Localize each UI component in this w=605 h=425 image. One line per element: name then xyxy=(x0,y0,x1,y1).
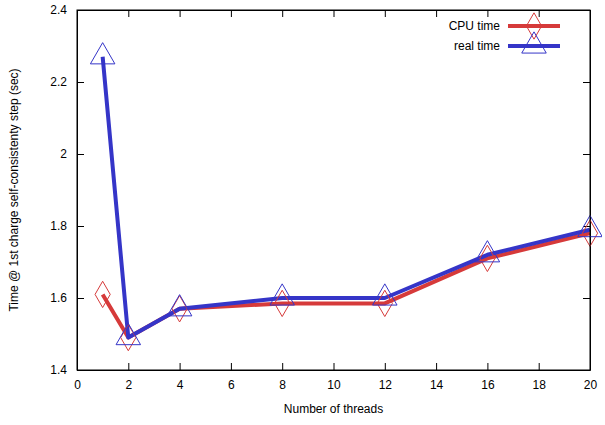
point xyxy=(121,324,136,350)
point xyxy=(475,241,500,262)
tick xyxy=(282,10,283,17)
tick-mark xyxy=(128,363,129,370)
tick-mark xyxy=(539,363,540,370)
series-line xyxy=(103,57,590,338)
legend-item: real time xyxy=(454,32,560,53)
legend-item: CPU time xyxy=(449,13,560,39)
point xyxy=(373,284,398,305)
tick xyxy=(539,10,540,17)
tick-mark xyxy=(180,10,181,17)
point xyxy=(172,296,187,322)
legend: CPU time real time xyxy=(449,13,560,53)
tick xyxy=(180,10,181,17)
tick: 12 xyxy=(379,363,393,392)
tick: 18 xyxy=(533,363,547,392)
tick: 2 xyxy=(125,363,132,392)
tick-mark xyxy=(487,10,488,17)
tick-label: 2.2 xyxy=(50,75,67,89)
tick xyxy=(385,10,386,17)
legend-label: CPU time xyxy=(449,19,501,33)
tick-mark xyxy=(180,363,181,370)
legend-marker xyxy=(526,13,541,39)
tick-label: 4 xyxy=(177,378,184,392)
tick-label: 2.4 xyxy=(50,3,67,17)
point xyxy=(167,295,192,316)
tick-mark xyxy=(282,363,283,370)
markers xyxy=(90,43,602,351)
tick-mark xyxy=(583,298,590,299)
tick: 2 xyxy=(60,147,84,161)
tick: 6 xyxy=(228,363,235,392)
tick-mark xyxy=(385,363,386,370)
y-axis: 1.4 1.6 1.8 2 2.2 2.4 xyxy=(50,3,84,377)
tick xyxy=(436,10,437,17)
tick-mark xyxy=(539,10,540,17)
tick: 8 xyxy=(279,363,286,392)
tick-mark xyxy=(487,363,488,370)
tick xyxy=(487,10,488,17)
tick-mark xyxy=(436,363,437,370)
tick: 16 xyxy=(481,363,495,392)
tick-label: 12 xyxy=(379,378,393,392)
tick-mark xyxy=(128,10,129,17)
legend-swatch xyxy=(508,44,560,48)
tick: 2.2 xyxy=(50,75,84,89)
tick xyxy=(128,10,129,17)
tick-mark xyxy=(231,10,232,17)
plot: 0 2 4 6 8 10 12 14 16 18 20 1.4 1.6 1.8 2 2.2 2.4 CPU tim… xyxy=(50,3,602,391)
point xyxy=(270,284,295,305)
tick-label: 2 xyxy=(60,147,67,161)
point xyxy=(95,281,110,307)
tick xyxy=(583,154,590,155)
x-axis-top xyxy=(78,10,591,17)
tick-mark xyxy=(231,363,232,370)
point xyxy=(275,290,290,316)
legend-label: real time xyxy=(454,39,500,53)
chart: 0 2 4 6 8 10 12 14 16 18 20 1.4 1.6 1.8 2 2.2 2.4 CPU tim… xyxy=(0,0,605,425)
tick-mark xyxy=(77,226,84,227)
tick-mark xyxy=(583,82,590,83)
tick-label: 14 xyxy=(430,378,444,392)
tick-label: 10 xyxy=(327,378,341,392)
tick-mark xyxy=(77,298,84,299)
x-axis-title: Number of threads xyxy=(284,402,383,416)
tick-label: 20 xyxy=(584,378,598,392)
x-axis: 0 2 4 6 8 10 12 14 16 18 20 xyxy=(74,363,597,392)
tick-label: 2 xyxy=(125,378,132,392)
y-axis-right xyxy=(583,11,591,371)
point xyxy=(116,323,141,344)
tick: 1.8 xyxy=(50,219,84,233)
point xyxy=(377,290,392,316)
tick-label: 1.6 xyxy=(50,291,67,305)
legend-marker xyxy=(522,32,547,53)
tick-mark xyxy=(77,154,84,155)
lines xyxy=(103,57,590,338)
tick: 14 xyxy=(430,363,444,392)
tick-mark xyxy=(334,10,335,17)
point xyxy=(90,43,115,64)
tick: 4 xyxy=(177,363,184,392)
tick-mark xyxy=(583,154,590,155)
tick-label: 18 xyxy=(533,378,547,392)
tick: 1.6 xyxy=(50,291,84,305)
tick-label: 1.8 xyxy=(50,219,67,233)
tick-mark xyxy=(334,363,335,370)
tick: 10 xyxy=(327,363,341,392)
tick-label: 1.4 xyxy=(50,363,67,377)
tick-label: 16 xyxy=(481,378,495,392)
tick xyxy=(334,10,335,17)
tick-mark xyxy=(385,10,386,17)
plot-frame xyxy=(77,10,590,370)
tick-mark xyxy=(436,10,437,17)
tick-mark xyxy=(282,10,283,17)
tick xyxy=(231,10,232,17)
tick xyxy=(583,82,590,83)
tick xyxy=(583,298,590,299)
tick-mark xyxy=(77,82,84,83)
tick-label: 8 xyxy=(279,378,286,392)
legend-swatch xyxy=(508,24,560,28)
y-axis-title: Time @ 1st charge self-consistenty step … xyxy=(7,68,21,311)
tick-label: 0 xyxy=(74,378,81,392)
tick-label: 6 xyxy=(228,378,235,392)
